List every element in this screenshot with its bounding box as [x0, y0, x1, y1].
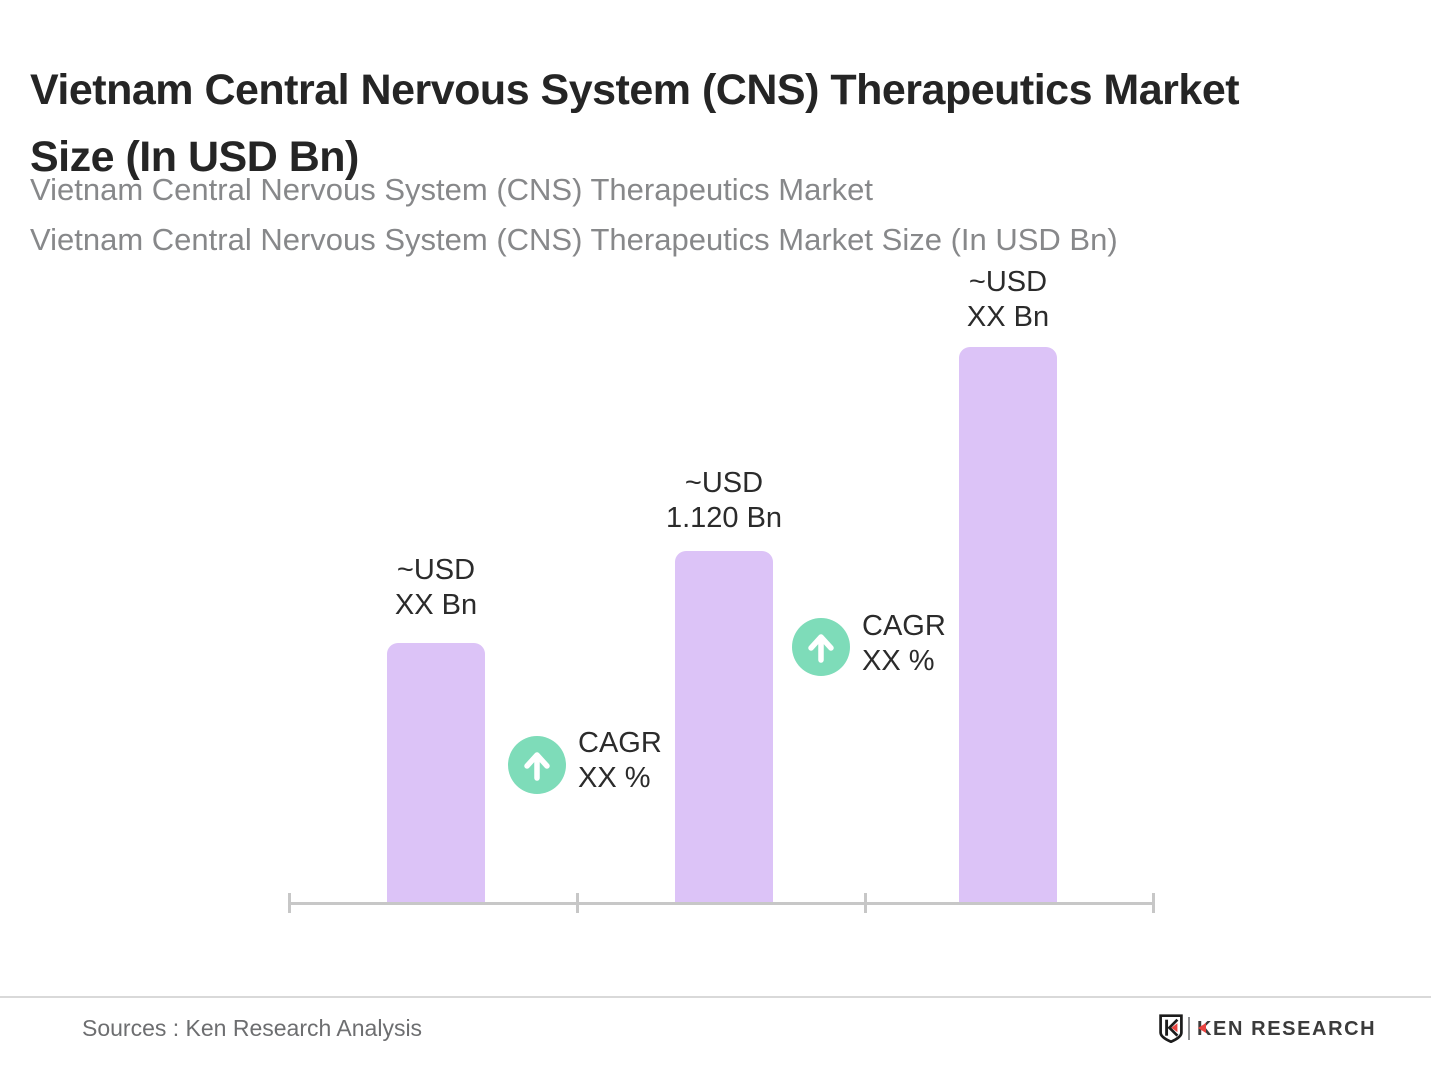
sources-text: Sources : Ken Research Analysis [82, 1015, 423, 1041]
subtitle-line-2: Vietnam Central Nervous System (CNS) The… [30, 222, 1118, 257]
market-bar [959, 347, 1057, 904]
bar-value-label-line: ~USD [396, 554, 476, 586]
axis-tick [1152, 893, 1155, 913]
logo-separator [1188, 1016, 1190, 1040]
axis-tick [864, 893, 867, 913]
cagr-label-line: XX % [862, 645, 935, 677]
cagr-label-line: XX % [578, 762, 651, 794]
footer-divider [0, 996, 1431, 998]
axis-tick [288, 893, 291, 913]
arrow-up-icon [524, 752, 550, 781]
cagr-badge [792, 618, 850, 676]
bar-value-label-line: XX Bn [394, 589, 478, 621]
cagr-label-line: CAGR [862, 610, 946, 642]
cagr-badge [508, 736, 566, 794]
arrow-up-icon [808, 634, 834, 663]
subtitle-block: Vietnam Central Nervous System (CNS) The… [30, 165, 1410, 265]
bar-value-label: ~USD 1.120 Bn [604, 466, 844, 536]
subtitle-line-1: Vietnam Central Nervous System (CNS) The… [30, 172, 874, 207]
bar-value-label-line: ~USD [968, 266, 1048, 298]
bar-value-label: ~USD XX Bn [888, 265, 1128, 335]
page-title-line-2: Size (In USD Bn) [30, 132, 359, 181]
cagr-label: CAGR XX % [578, 726, 778, 796]
x-axis-line [289, 902, 1155, 905]
market-bar [675, 551, 773, 904]
shield-icon [1159, 1013, 1183, 1043]
bar-value-label: ~USD XX Bn [316, 553, 556, 623]
bar-value-label-line: XX Bn [966, 301, 1050, 333]
market-bar [387, 643, 485, 904]
page-title-line-1: Vietnam Central Nervous System (CNS) The… [30, 65, 1240, 114]
cagr-label: CAGR XX % [862, 609, 1062, 679]
logo-red-accent [1198, 1023, 1206, 1033]
ken-research-logo: KEN RESEARCH [1159, 1012, 1376, 1044]
axis-tick [576, 893, 579, 913]
cagr-label-line: CAGR [578, 727, 662, 759]
logo-text: KEN RESEARCH [1197, 1017, 1377, 1040]
bar-value-label-line: 1.120 Bn [665, 502, 783, 534]
page-title: Vietnam Central Nervous System (CNS) The… [30, 57, 1410, 191]
bar-value-label-line: ~USD [684, 467, 764, 499]
